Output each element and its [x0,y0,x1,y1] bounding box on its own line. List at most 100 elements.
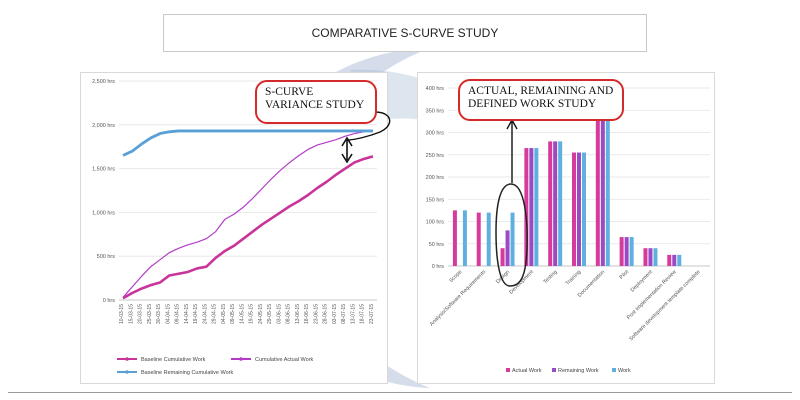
y-tick-label: 0 hrs [103,298,115,304]
bar [582,152,586,266]
s-curve-line-chart: 0 hrs 500 hrs 1,000 hrs 1,500 hrs 2,000 hrs 2… [92,79,377,376]
bar [667,254,672,266]
x-tick-label: 29-05-15 [267,304,273,324]
bar [553,141,558,266]
x-tick-label: 04-05-15 [221,304,227,324]
page-title: COMPARATIVE S-CURVE STUDY [163,14,647,52]
bar [505,230,510,266]
bar [629,237,634,266]
y-tick-label: 0 hrs [432,264,444,270]
work-bar-chart-panel: 0 hrs 50 hrs 100 hrs 150 hrs 200 hrs 250 hrs 3… [417,72,715,384]
x-tick-label: 18-07-15 [360,304,366,324]
x-tick-label: 29-04-15 [212,304,218,324]
y-tick-label: 250 hrs [426,153,445,159]
category-label: Pilot [619,269,631,281]
x-tick-label: 04-04-15 [165,304,171,324]
x-tick-label: 18-06-15 [304,304,310,324]
x-tick-label: 25-03-15 [147,304,153,324]
callout-left-line-2: VARIANCE STUDY [265,99,365,111]
y-tick-label: 2,000 hrs [92,123,115,129]
legend-swatch [552,368,556,372]
legend-swatch [506,368,510,372]
legend-swatch [612,368,616,372]
x-tick-label: 20-03-15 [138,304,144,324]
bar [605,116,610,266]
y-tick-label: 2,500 hrs [92,79,115,85]
callout-left-line-1: S-CURVE [265,86,314,98]
bar [510,212,515,266]
variance-study-callout: S-CURVE VARIANCE STUDY [255,80,377,124]
bar [558,141,563,266]
design-highlight-ellipse [495,183,528,287]
bar [677,254,682,266]
variance-connector-arrow [346,111,391,141]
y-tick-label: 150 hrs [426,197,445,203]
legend-label: Cumulative Actual Work [255,357,314,363]
bar [452,210,457,266]
x-tick-label: 23-06-15 [313,304,319,324]
bar [577,152,581,266]
bar [619,237,624,266]
x-tick-label: 15-03-15 [128,304,134,324]
y-tick-label: 1,500 hrs [92,167,115,173]
callout-right-line-1: ACTUAL, REMAINING AND [468,85,614,97]
bar [672,254,677,266]
legend-label: Actual Work [512,368,542,374]
bar [600,116,605,266]
bar [529,148,534,266]
bar [462,210,467,266]
series-line [122,129,374,298]
x-tick-label: 03-07-15 [332,304,338,324]
x-tick-label: 19-04-15 [193,304,199,324]
bar [653,248,658,266]
legend-marker [125,357,129,361]
x-tick-label: 19-05-15 [249,304,255,324]
bar [624,237,629,266]
y-tick-label: 1,000 hrs [92,210,115,216]
series-line [122,129,373,157]
x-tick-label: 14-05-15 [239,304,245,324]
x-tick-label: 28-06-15 [323,304,329,324]
legend-label: Work [618,368,631,374]
x-tick-label: 14-04-15 [184,304,190,324]
x-tick-label: 09-05-15 [230,304,236,324]
bar [486,212,491,266]
legend-label: Baseline Cumulative Work [141,357,206,363]
bar [500,248,505,266]
y-tick-label: 200 hrs [426,175,445,181]
bar [643,248,648,266]
x-tick-label: 10-03-15 [119,304,125,324]
x-tick-label: 08-06-15 [286,304,292,324]
x-tick-label: 23-07-15 [369,304,375,324]
series-line [122,155,374,300]
y-tick-label: 100 hrs [426,220,445,226]
work-bar-chart: 0 hrs 50 hrs 100 hrs 150 hrs 200 hrs 250 hrs 3… [426,86,710,374]
work-study-callout: ACTUAL, REMAINING AND DEFINED WORK STUDY [458,79,624,121]
bar [572,152,576,266]
x-tick-label: 13-07-15 [350,304,356,324]
x-tick-label: 24-04-15 [202,304,208,324]
y-tick-label: 50 hrs [429,242,445,248]
x-tick-label: 13-06-15 [295,304,301,324]
y-tick-label: 500 hrs [97,254,116,260]
bar [534,148,539,266]
bar [476,212,481,266]
x-tick-label: 03-06-15 [276,304,282,324]
callout-right-line-2: DEFINED WORK STUDY [468,98,597,110]
y-tick-label: 300 hrs [426,131,445,137]
bar [648,248,653,266]
bar [548,141,553,266]
legend-label: Baseline Remaining Cumulative Work [141,370,233,376]
legend-marker [239,357,243,361]
bar [595,116,600,266]
bottom-divider [8,392,792,393]
x-tick-label: 09-04-15 [175,304,181,324]
y-tick-label: 350 hrs [426,108,445,114]
legend-label: Remaining Work [558,368,599,374]
bar [524,148,529,266]
x-tick-label: 08-07-15 [341,304,347,324]
x-tick-label: 24-05-15 [258,304,264,324]
y-tick-label: 400 hrs [426,86,445,92]
